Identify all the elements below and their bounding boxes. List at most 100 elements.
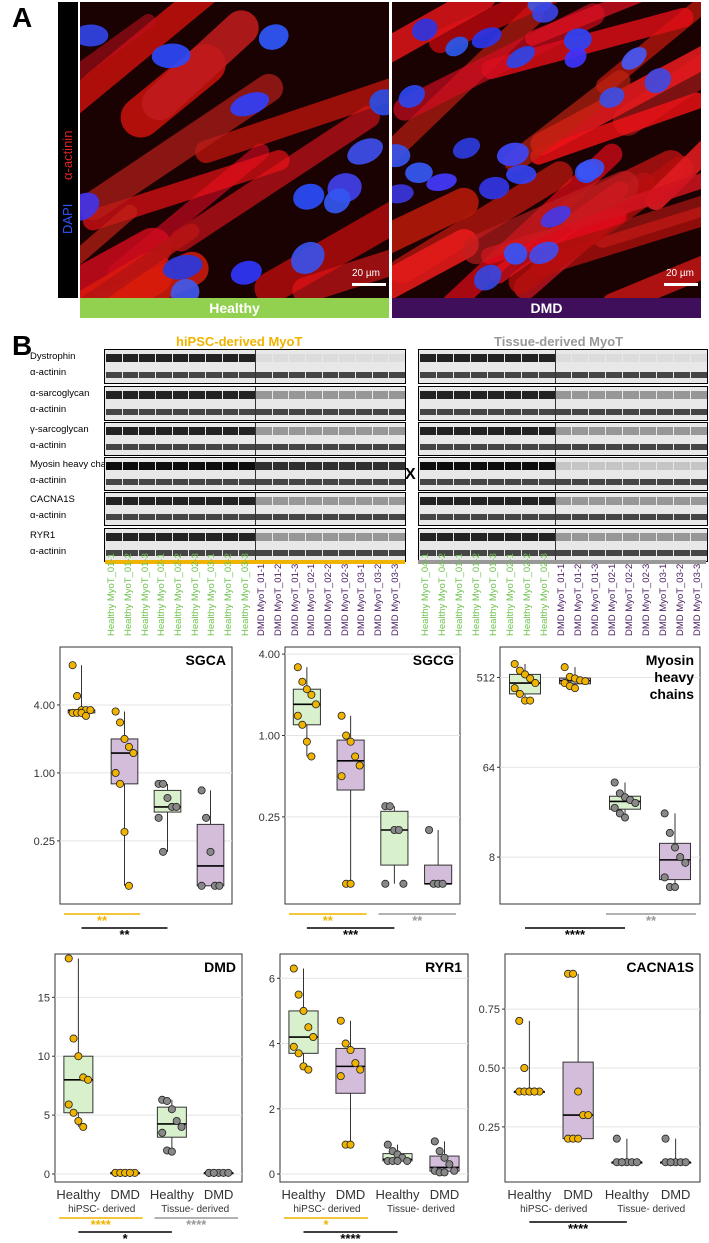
data-point — [515, 1016, 524, 1025]
blot-band — [538, 427, 555, 435]
blot-band — [256, 391, 272, 399]
blot-band-actinin — [640, 550, 657, 556]
blot-band-actinin — [640, 479, 657, 485]
lane-label: DMD MyoT_02-2 — [623, 563, 635, 636]
blot-band-actinin — [372, 479, 389, 485]
y-tick-label: 2 — [269, 1104, 275, 1116]
data-point — [346, 737, 355, 746]
myotube-fiber — [80, 227, 173, 298]
lane-label: DMD MyoT_01-1 — [256, 563, 268, 636]
blot-band — [623, 533, 640, 541]
blot-band-actinin — [640, 514, 657, 520]
data-point — [615, 809, 624, 818]
myotube-fiber — [392, 229, 479, 298]
title-tissue: Tissue-derived MyoT — [494, 334, 624, 349]
blot-band — [640, 497, 657, 505]
blot-band-actinin — [222, 372, 239, 378]
data-point — [526, 674, 535, 683]
y-tick-label: 0.75 — [479, 1004, 500, 1016]
blot-loading-label: α-actinin — [30, 510, 67, 521]
myotube-fiber — [504, 70, 631, 173]
data-point — [617, 1158, 626, 1167]
blot-band-actinin — [372, 409, 389, 415]
blot-band-actinin — [589, 444, 606, 450]
nucleus — [398, 84, 425, 108]
myotube-fiber — [195, 78, 389, 164]
blot-band-actinin — [420, 479, 436, 485]
blot-band — [487, 462, 504, 470]
x-tick-label: Healthy — [150, 1187, 195, 1202]
micrograph-healthy — [80, 2, 389, 298]
blot-band-actinin — [189, 444, 205, 450]
blot-band-actinin — [222, 409, 239, 415]
blot-band — [420, 354, 436, 362]
blot-band-actinin — [306, 514, 322, 520]
significance-label: **** — [568, 1221, 589, 1236]
blot-band-actinin — [538, 444, 555, 450]
blot-band-actinin — [606, 479, 623, 485]
y-tick-label: 0.25 — [479, 1122, 500, 1134]
group-bar-hipsc — [105, 560, 405, 564]
data-point — [124, 742, 133, 751]
nucleus — [564, 47, 587, 68]
blot-band-actinin — [356, 550, 372, 556]
data-point — [309, 1033, 318, 1042]
blot-band-actinin — [657, 372, 674, 378]
myotube-fiber — [392, 187, 479, 265]
blot-membrane — [418, 386, 708, 421]
blot-band-actinin — [156, 372, 172, 378]
blot-band — [156, 354, 172, 362]
group-label: Tissue- derived — [161, 1204, 229, 1215]
blot-band-actinin — [623, 409, 640, 415]
blot-band — [504, 533, 521, 541]
blot-band-actinin — [222, 550, 239, 556]
nucleus — [291, 241, 325, 275]
blot-membrane — [104, 422, 406, 456]
chart-title: RYR1 — [425, 959, 462, 975]
blot-band-actinin — [322, 514, 339, 520]
blot-band-actinin — [640, 444, 657, 450]
blot-band-actinin — [691, 550, 707, 556]
data-point — [383, 1140, 392, 1149]
blot-band-actinin — [623, 444, 640, 450]
data-point — [440, 1153, 449, 1162]
blot-band — [572, 391, 589, 399]
blot-band-actinin — [372, 514, 389, 520]
lane-label: DMD MyoT_03-1 — [657, 563, 669, 636]
data-point — [385, 802, 394, 811]
blot-band — [372, 533, 389, 541]
nucleus — [496, 142, 529, 167]
blot-band-actinin — [122, 550, 139, 556]
blot-divider — [554, 350, 556, 383]
blot-band-actinin — [272, 479, 289, 485]
label-dmd: DMD — [392, 298, 701, 318]
data-point — [356, 1065, 365, 1074]
blot-band-actinin — [470, 550, 487, 556]
blot-band — [657, 497, 674, 505]
data-point — [681, 1158, 690, 1167]
nucleus — [392, 144, 411, 168]
blot-band-actinin — [504, 444, 521, 450]
blot-band — [122, 497, 139, 505]
blot-band-actinin — [389, 550, 405, 556]
lane-label: DMD MyoT_02-3 — [339, 563, 351, 636]
blot-band — [521, 354, 538, 362]
blot-band — [206, 533, 222, 541]
blot-band — [122, 354, 139, 362]
blot-band-actinin — [657, 550, 674, 556]
blot-band-actinin — [256, 372, 272, 378]
nucleus — [293, 183, 325, 210]
y-tick-label: 10 — [38, 1051, 50, 1063]
y-tick-label: 0.50 — [479, 1063, 500, 1075]
blot-band — [322, 462, 339, 470]
blot-band-actinin — [156, 444, 172, 450]
data-point — [610, 778, 619, 787]
blot-band-actinin — [189, 514, 205, 520]
blot-band-actinin — [256, 514, 272, 520]
data-point — [381, 879, 390, 888]
blot-band — [389, 391, 405, 399]
data-point — [84, 1075, 93, 1084]
blot-band-actinin — [206, 409, 222, 415]
blot-band — [555, 427, 572, 435]
blot-band — [521, 427, 538, 435]
